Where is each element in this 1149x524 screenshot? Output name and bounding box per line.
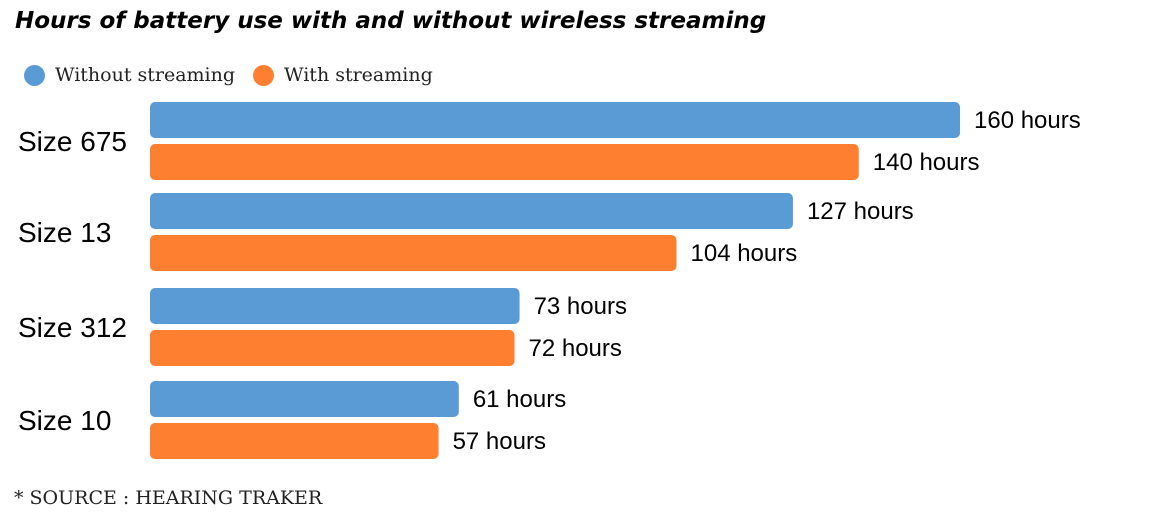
legend-swatch-with-streaming xyxy=(253,64,275,86)
legend-swatch-without-streaming xyxy=(24,64,45,86)
bar-with-streaming xyxy=(150,330,515,366)
legend: Without streaming With streaming xyxy=(24,64,451,86)
legend-label-with-streaming: With streaming xyxy=(284,64,433,86)
data-label: 57 hours xyxy=(453,428,546,455)
category-label: Size 10 xyxy=(18,405,111,436)
category-label: Size 13 xyxy=(18,217,111,248)
bar-with-streaming xyxy=(150,423,439,459)
data-label: 140 hours xyxy=(873,149,980,176)
bar-without-streaming xyxy=(150,288,520,324)
bar-without-streaming xyxy=(150,381,459,417)
bar-with-streaming xyxy=(150,235,677,271)
legend-item-with-streaming: With streaming xyxy=(253,64,433,86)
legend-item-without-streaming: Without streaming xyxy=(24,64,235,86)
chart-title: Hours of battery use with and without wi… xyxy=(15,8,767,34)
data-label: 61 hours xyxy=(473,386,566,413)
category-label: Size 312 xyxy=(18,312,127,343)
data-label: 72 hours xyxy=(529,335,622,362)
category-label: Size 675 xyxy=(18,126,127,157)
data-label: 160 hours xyxy=(974,107,1081,134)
legend-label-without-streaming: Without streaming xyxy=(55,64,236,86)
data-label: 127 hours xyxy=(807,198,914,225)
source-note: * SOURCE : HEARING TRAKER xyxy=(14,487,323,509)
bar-without-streaming xyxy=(150,193,793,229)
data-label: 104 hours xyxy=(691,240,798,267)
bar-without-streaming xyxy=(150,102,960,138)
bar-with-streaming xyxy=(150,144,859,180)
data-label: 73 hours xyxy=(534,293,627,320)
